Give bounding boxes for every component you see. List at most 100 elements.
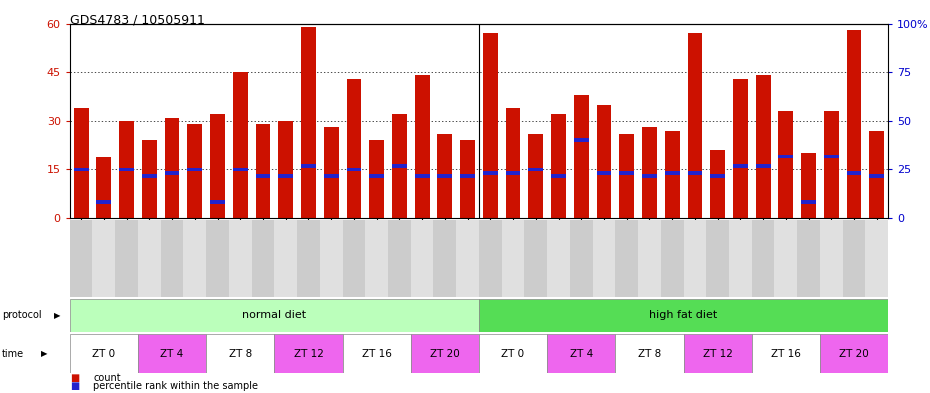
Bar — [665, 130, 680, 218]
Bar — [369, 140, 384, 218]
Bar — [187, 124, 202, 218]
Bar — [457, 220, 479, 297]
Bar — [119, 167, 134, 171]
Bar — [342, 334, 411, 373]
Bar — [801, 200, 816, 204]
Bar — [119, 121, 134, 218]
Bar — [392, 114, 406, 218]
Bar — [411, 220, 433, 297]
Bar — [506, 171, 521, 174]
Bar — [415, 75, 430, 218]
Bar — [551, 174, 565, 178]
Bar — [547, 220, 570, 297]
Bar — [73, 108, 88, 218]
Bar — [733, 79, 748, 218]
Bar — [775, 220, 797, 297]
Bar — [642, 174, 657, 178]
Bar — [501, 220, 525, 297]
Bar — [479, 299, 888, 332]
Bar — [324, 174, 339, 178]
Bar — [820, 334, 888, 373]
Bar — [365, 220, 388, 297]
Bar — [684, 334, 751, 373]
Text: ZT 8: ZT 8 — [638, 349, 661, 359]
Bar — [619, 134, 634, 218]
Bar — [70, 334, 138, 373]
Bar — [183, 220, 206, 297]
Bar — [165, 118, 179, 218]
Bar — [756, 75, 770, 218]
Bar — [411, 334, 479, 373]
Bar — [479, 220, 501, 297]
Bar — [187, 167, 202, 171]
Bar — [528, 134, 543, 218]
Bar — [142, 140, 156, 218]
Bar — [256, 124, 271, 218]
Bar — [638, 220, 661, 297]
Bar — [206, 220, 229, 297]
Bar — [525, 220, 547, 297]
Bar — [115, 220, 138, 297]
Bar — [824, 154, 839, 158]
Bar — [165, 171, 179, 174]
Bar — [229, 220, 252, 297]
Bar — [551, 114, 565, 218]
Bar — [274, 220, 297, 297]
Bar — [729, 220, 751, 297]
Text: ZT 12: ZT 12 — [294, 349, 324, 359]
Bar — [596, 171, 611, 174]
Bar — [733, 164, 748, 168]
Bar — [846, 30, 861, 218]
Text: ZT 16: ZT 16 — [771, 349, 801, 359]
Bar — [70, 220, 92, 297]
Bar — [820, 220, 843, 297]
Bar — [392, 164, 406, 168]
Bar — [297, 220, 320, 297]
Text: ■: ■ — [70, 381, 79, 391]
Bar — [687, 33, 702, 218]
Bar — [574, 95, 589, 218]
Bar — [301, 164, 316, 168]
Bar — [547, 334, 616, 373]
Bar — [596, 105, 611, 218]
Bar — [210, 114, 225, 218]
Text: percentile rank within the sample: percentile rank within the sample — [93, 381, 258, 391]
Bar — [142, 174, 156, 178]
Bar — [70, 299, 479, 332]
Bar — [256, 174, 271, 178]
Bar — [274, 334, 342, 373]
Text: ▶: ▶ — [54, 311, 60, 320]
Bar — [870, 130, 884, 218]
Bar — [460, 174, 475, 178]
Bar — [506, 108, 521, 218]
Bar — [232, 72, 247, 218]
Bar — [665, 171, 680, 174]
Bar — [138, 220, 161, 297]
Text: ZT 8: ZT 8 — [229, 349, 252, 359]
Bar — [252, 220, 274, 297]
Text: ZT 4: ZT 4 — [160, 349, 183, 359]
Text: ZT 0: ZT 0 — [92, 349, 115, 359]
Bar — [206, 334, 274, 373]
Bar — [866, 220, 888, 297]
Bar — [846, 171, 861, 174]
Bar — [210, 200, 225, 204]
Bar — [479, 334, 547, 373]
Bar — [97, 156, 112, 218]
Bar — [801, 153, 816, 218]
Bar — [616, 334, 684, 373]
Bar — [778, 111, 793, 218]
Bar — [347, 79, 361, 218]
Bar — [711, 150, 725, 218]
Bar — [778, 154, 793, 158]
Bar — [616, 220, 638, 297]
Text: ZT 0: ZT 0 — [501, 349, 525, 359]
Bar — [687, 171, 702, 174]
Bar — [437, 174, 452, 178]
Text: ZT 20: ZT 20 — [430, 349, 459, 359]
Bar — [570, 220, 592, 297]
Bar — [369, 174, 384, 178]
Bar — [415, 174, 430, 178]
Bar — [73, 167, 88, 171]
Bar — [278, 174, 293, 178]
